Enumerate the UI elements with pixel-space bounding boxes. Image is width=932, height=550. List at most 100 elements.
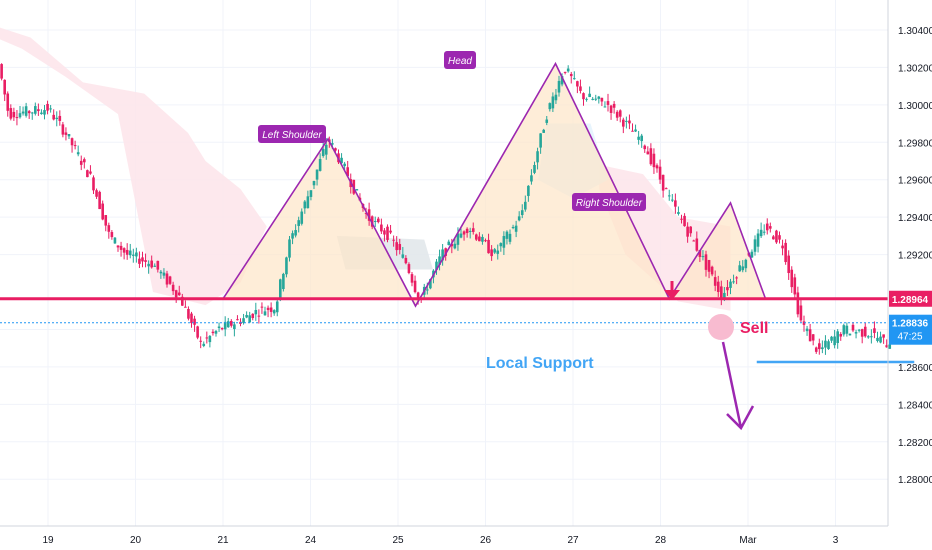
candle-body [744, 259, 748, 269]
candle-body [851, 324, 855, 331]
candle-body [279, 279, 282, 299]
candle-body [548, 103, 552, 110]
candle-body [230, 320, 233, 326]
candle-body [882, 334, 885, 338]
head-and-shoulders-line [222, 61, 767, 308]
candle-body [367, 209, 371, 221]
candle-body [505, 231, 509, 239]
countdown-text: 47:25 [897, 332, 922, 343]
candle-body [716, 281, 720, 292]
candle-body [438, 256, 441, 265]
sell-text: Sell [740, 320, 768, 337]
y-tick-label: 1.29400 [898, 213, 932, 224]
candle-body [288, 239, 291, 258]
candle-body [643, 145, 647, 150]
y-tick-label: 1.29200 [898, 251, 932, 262]
candle-body [389, 230, 392, 233]
candle-body [441, 249, 444, 261]
candle-body [591, 98, 594, 100]
candle-body [631, 130, 634, 132]
x-tick-label: 3 [833, 535, 839, 546]
candle-body [174, 290, 178, 298]
candle-body [502, 236, 506, 248]
candle-body [772, 236, 775, 240]
candle-body [487, 239, 490, 254]
candle-body [242, 318, 245, 323]
candle-body [456, 233, 460, 245]
candle-body [888, 344, 892, 349]
candle-body [664, 188, 668, 190]
candle-body [600, 97, 604, 102]
candle-body [171, 284, 175, 292]
candle-body [58, 115, 62, 121]
candle-body [40, 112, 43, 115]
candle-body [738, 265, 741, 272]
candle-body [168, 276, 172, 284]
x-tick-label: 21 [217, 535, 229, 546]
candle-body [331, 143, 334, 145]
candle-body [655, 165, 659, 169]
candle-body [713, 277, 717, 286]
head-label: Head [444, 51, 476, 69]
candle-body [493, 249, 496, 253]
candle-body [741, 266, 745, 271]
candle-body [395, 242, 398, 251]
candle-body [863, 326, 867, 337]
candle-body [263, 311, 267, 316]
candle-body [187, 308, 190, 319]
candle-body [312, 180, 316, 186]
candle-body [92, 177, 95, 191]
candle-body [545, 119, 549, 123]
candle-body [447, 241, 451, 246]
candle-body [527, 185, 530, 196]
candle-body [698, 250, 702, 257]
candle-body [294, 230, 297, 236]
current-price-text: 1.28836 [892, 319, 929, 330]
candle-body [6, 93, 10, 111]
candle-body [839, 334, 843, 337]
x-tick-label: 28 [655, 535, 667, 546]
x-tick-label: 24 [305, 535, 317, 546]
candle-body [585, 98, 588, 100]
candle-body [686, 226, 689, 237]
candle-body [196, 326, 199, 338]
candle-body [248, 315, 251, 323]
candle-body [833, 336, 836, 346]
candle-body [842, 325, 846, 335]
candle-body [769, 226, 772, 229]
projection-arrow-icon [721, 341, 755, 431]
candle-body [594, 98, 598, 100]
candle-body [612, 103, 616, 108]
candle-body [303, 201, 307, 209]
candle-body [860, 329, 864, 337]
candle-body [723, 292, 726, 300]
y-tick-label: 1.30200 [898, 63, 932, 74]
candle-body [104, 215, 108, 226]
candle-body [597, 96, 601, 99]
candle-body [199, 340, 202, 342]
candle-body [811, 334, 815, 341]
candle-body [520, 210, 524, 216]
candle-body [490, 249, 493, 257]
candle-body [876, 337, 879, 342]
candle-body [364, 213, 368, 215]
candle-body [569, 73, 573, 77]
candle-body [291, 233, 294, 239]
candle-body [475, 234, 478, 240]
y-tick-label: 1.30000 [898, 101, 932, 112]
candle-body [885, 345, 888, 348]
candle-body [576, 81, 579, 87]
candle-body [398, 244, 402, 250]
candle-body [76, 152, 80, 155]
candle-body [756, 233, 760, 247]
candle-body [836, 331, 839, 344]
candle-body [34, 106, 37, 114]
candle-body [683, 215, 686, 227]
candle-body [266, 307, 270, 311]
candle-body [370, 216, 374, 227]
candle-body [453, 243, 457, 249]
candle-body [830, 336, 833, 341]
candle-body [465, 228, 469, 234]
candle-body [119, 245, 123, 250]
candle-body [116, 245, 120, 248]
